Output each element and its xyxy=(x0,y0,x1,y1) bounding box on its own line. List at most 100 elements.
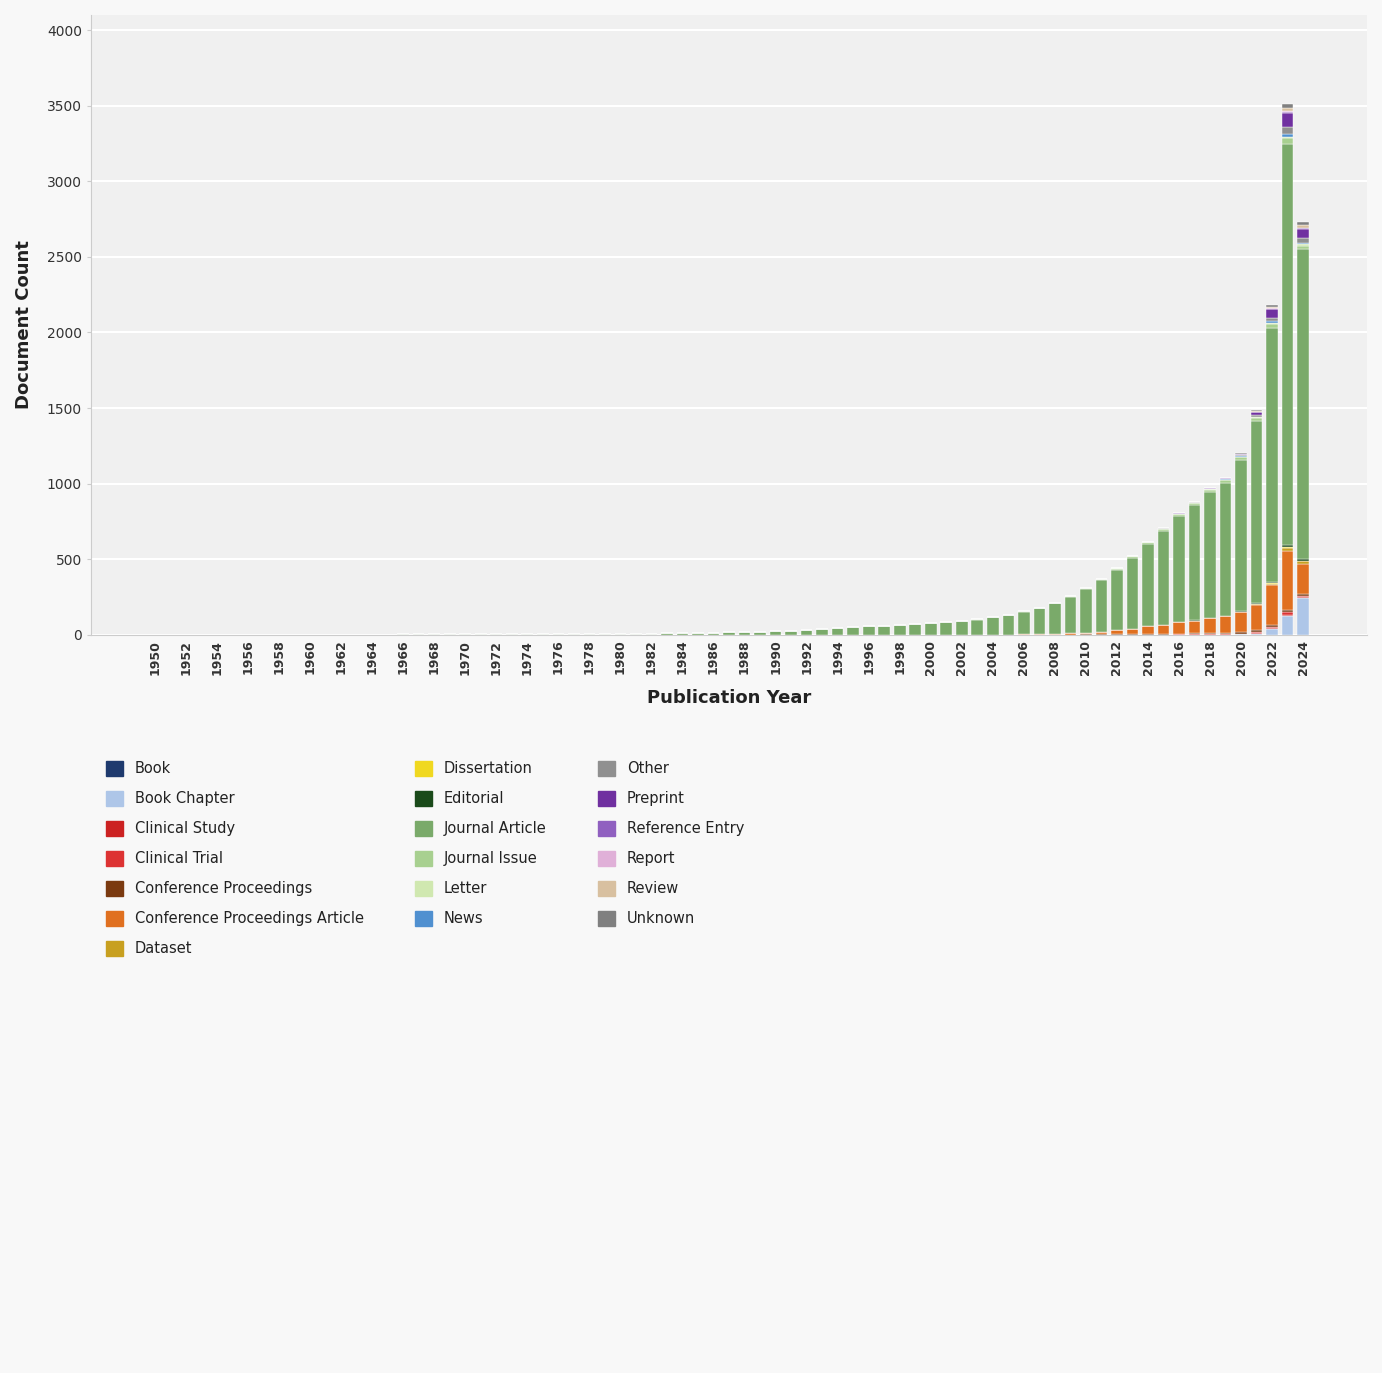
Bar xyxy=(1266,324,1278,328)
Bar xyxy=(1282,610,1294,612)
Bar xyxy=(1002,615,1014,634)
Bar xyxy=(1298,238,1309,243)
Bar xyxy=(894,625,905,634)
Bar xyxy=(785,630,797,634)
Bar xyxy=(1220,616,1231,633)
Bar xyxy=(987,618,999,634)
Bar xyxy=(1282,548,1294,551)
Bar xyxy=(1173,516,1184,622)
Bar xyxy=(1204,490,1216,492)
Bar xyxy=(1236,632,1247,633)
Bar xyxy=(1142,544,1154,626)
Bar xyxy=(1266,305,1278,306)
Bar xyxy=(1158,529,1169,531)
Bar xyxy=(1126,629,1139,634)
Bar xyxy=(1282,545,1294,546)
Bar xyxy=(1298,562,1309,564)
Bar xyxy=(1298,559,1309,560)
X-axis label: Publication Year: Publication Year xyxy=(647,688,811,707)
Bar xyxy=(1049,604,1061,634)
Bar xyxy=(1081,633,1092,634)
Bar xyxy=(909,623,920,634)
Bar xyxy=(1282,144,1294,545)
Bar xyxy=(1282,113,1294,126)
Bar xyxy=(1298,250,1309,559)
Bar xyxy=(1081,589,1092,633)
Bar xyxy=(1282,551,1294,610)
Bar xyxy=(1096,632,1107,634)
Bar xyxy=(941,622,952,634)
Bar xyxy=(1298,229,1309,238)
Bar xyxy=(1236,457,1247,460)
Bar xyxy=(1266,328,1278,582)
Bar xyxy=(1282,103,1294,108)
Y-axis label: Document Count: Document Count xyxy=(15,240,33,409)
Bar xyxy=(1173,622,1184,633)
Bar xyxy=(1142,542,1154,544)
Bar xyxy=(1189,504,1201,505)
Bar xyxy=(1034,608,1045,634)
Bar xyxy=(1282,616,1294,634)
Bar xyxy=(1220,482,1231,615)
Bar xyxy=(708,633,719,634)
Bar xyxy=(1173,514,1184,516)
Bar xyxy=(1282,139,1294,144)
Bar xyxy=(755,632,766,634)
Bar xyxy=(847,627,860,634)
Bar xyxy=(1111,630,1122,634)
Bar xyxy=(1298,599,1309,634)
Bar xyxy=(972,619,983,634)
Bar xyxy=(1251,422,1262,603)
Bar xyxy=(1251,604,1262,630)
Bar xyxy=(1251,419,1262,422)
Bar xyxy=(1266,309,1278,319)
Bar xyxy=(1282,137,1294,139)
Bar xyxy=(1019,612,1030,634)
Bar xyxy=(956,621,967,634)
Bar xyxy=(1282,108,1294,111)
Bar xyxy=(832,629,843,634)
Bar xyxy=(1298,596,1309,597)
Bar xyxy=(1158,625,1169,634)
Bar xyxy=(800,630,813,634)
Bar xyxy=(1220,481,1231,482)
Bar xyxy=(1204,492,1216,618)
Bar xyxy=(1266,627,1278,629)
Bar xyxy=(723,633,735,634)
Bar xyxy=(1266,585,1278,625)
Bar xyxy=(1064,597,1077,633)
Bar xyxy=(1282,612,1294,615)
Bar xyxy=(1266,629,1278,634)
Bar xyxy=(1189,505,1201,621)
Bar xyxy=(1251,412,1262,415)
Bar xyxy=(739,632,750,634)
Bar xyxy=(1111,570,1122,630)
Bar xyxy=(770,632,781,634)
Bar xyxy=(1204,618,1216,633)
Bar xyxy=(1298,243,1309,244)
Bar xyxy=(1298,222,1309,225)
Bar xyxy=(1298,225,1309,228)
Bar xyxy=(925,623,937,634)
Bar xyxy=(1189,621,1201,633)
Bar xyxy=(1266,582,1278,584)
Bar xyxy=(1298,595,1309,596)
Bar xyxy=(1158,531,1169,625)
Bar xyxy=(1251,630,1262,632)
Bar xyxy=(1266,306,1278,308)
Bar xyxy=(1282,135,1294,137)
Bar xyxy=(1142,626,1154,634)
Bar xyxy=(1236,460,1247,611)
Bar xyxy=(677,633,688,634)
Bar xyxy=(1126,557,1139,629)
Bar xyxy=(1298,246,1309,250)
Bar xyxy=(1282,615,1294,616)
Bar xyxy=(1298,564,1309,595)
Bar xyxy=(1236,612,1247,632)
Bar xyxy=(1282,126,1294,135)
Bar xyxy=(862,626,875,634)
Bar xyxy=(817,629,828,634)
Bar xyxy=(879,626,890,634)
Bar xyxy=(1266,319,1278,321)
Bar xyxy=(1096,581,1107,632)
